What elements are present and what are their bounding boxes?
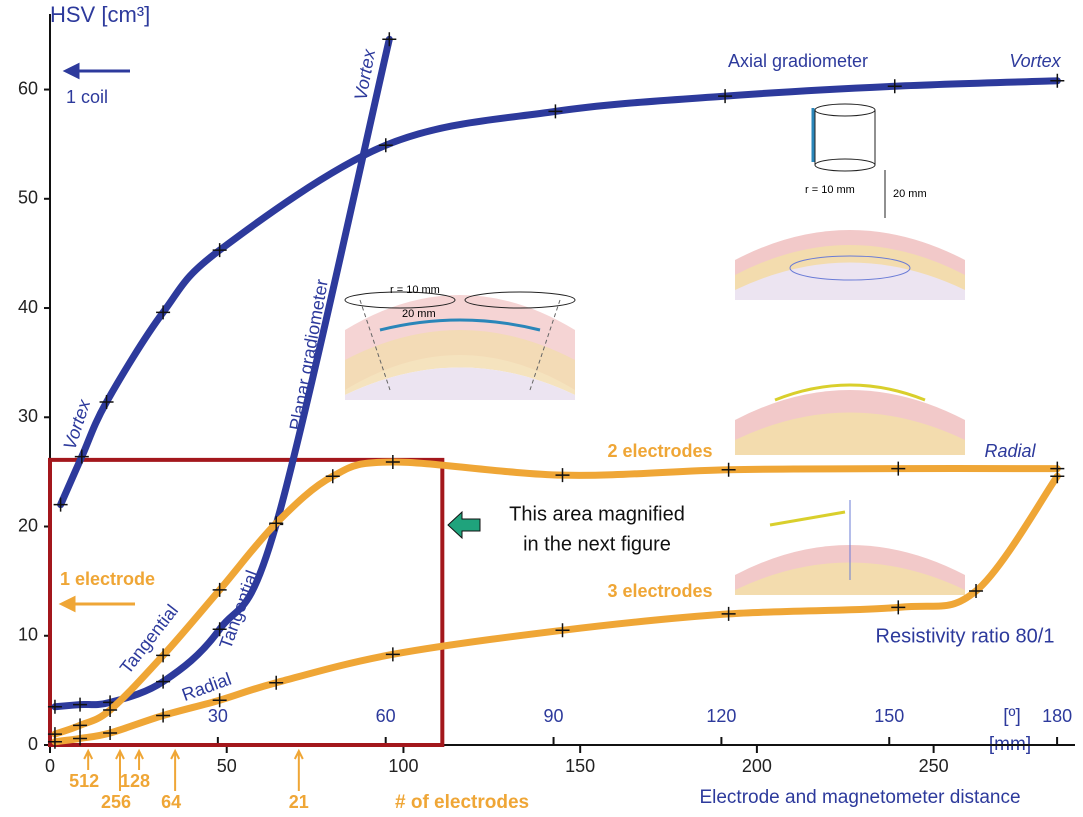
y-tick-label: 20 xyxy=(18,515,38,535)
coil-arrow xyxy=(66,65,130,77)
electrode-tick-label: 256 xyxy=(101,792,131,812)
electrode-tick xyxy=(171,751,179,791)
point-marker xyxy=(1050,74,1064,88)
electrode-count-label: # of electrodes xyxy=(395,792,529,813)
point-marker xyxy=(891,600,905,614)
point-marker xyxy=(556,623,570,637)
point-marker xyxy=(888,79,902,93)
electrode-tick xyxy=(295,751,303,791)
x-tick-label: 50 xyxy=(217,756,237,776)
point-marker xyxy=(891,462,905,476)
x-tick-label: 250 xyxy=(919,756,949,776)
y-tick-label: 50 xyxy=(18,188,38,208)
x2-tick-label: 90 xyxy=(544,706,564,726)
chart: HSV [cm³] Electrode and magnetometer dis… xyxy=(0,0,1083,817)
y-tick-label: 0 xyxy=(28,734,38,754)
electrode-tick xyxy=(84,751,92,770)
x-tick-label: 0 xyxy=(45,756,55,776)
point-marker xyxy=(386,455,400,469)
electrode-tick-label: 512 xyxy=(69,771,99,791)
point-marker xyxy=(722,607,736,621)
series-label: Planar gradiometer xyxy=(286,278,332,432)
y-tick-label: 40 xyxy=(18,297,38,317)
y-tick-label: 10 xyxy=(18,625,38,645)
annotation: 1 coil xyxy=(66,87,108,107)
y-tick-label: 30 xyxy=(18,406,38,426)
x2-tick-label: 30 xyxy=(208,706,228,726)
x-tick-label: 100 xyxy=(388,756,418,776)
inset-r-label: r = 10 mm xyxy=(805,184,855,196)
electrode-tick-label: 128 xyxy=(120,771,150,791)
point-marker xyxy=(386,647,400,661)
x2-tick-label: 120 xyxy=(706,706,736,726)
point-marker xyxy=(722,463,736,477)
x2-tick-label: 60 xyxy=(376,706,396,726)
x-axis-label: Electrode and magnetometer distance xyxy=(699,787,1020,808)
point-marker xyxy=(548,104,562,118)
annotation: Vortex xyxy=(1009,51,1061,71)
electrode-arrow xyxy=(62,598,135,610)
electrode-tick-label: 21 xyxy=(289,792,309,812)
annotation: Radial xyxy=(984,441,1036,461)
electrode-tick-label: 64 xyxy=(161,792,181,812)
point-marker xyxy=(382,32,396,46)
inset-distance-label: 20 mm xyxy=(402,308,436,320)
x-tick-label: 150 xyxy=(565,756,595,776)
annotation: in the next figure xyxy=(523,533,671,555)
series-line xyxy=(55,39,389,706)
x2-unit: [º] xyxy=(1003,706,1021,727)
annotation: This area magnified xyxy=(509,503,685,525)
y-axis-label: HSV [cm³] xyxy=(50,2,150,27)
inset-r-label: r = 10 mm xyxy=(390,284,440,296)
series-label: 3 electrodes xyxy=(607,581,712,601)
series-label: 2 electrodes xyxy=(607,441,712,461)
point-marker xyxy=(718,89,732,103)
inset-distance-label: 20 mm xyxy=(893,188,927,200)
y-tick-label: 60 xyxy=(18,78,38,98)
annotation: 1 electrode xyxy=(60,569,155,589)
series-label: Axial gradiometer xyxy=(728,51,868,71)
planar-inset xyxy=(345,292,575,400)
x2-tick-label: 150 xyxy=(874,706,904,726)
x2-tick-label: 180 xyxy=(1042,706,1072,726)
annotation: Resistivity ratio 80/1 xyxy=(876,625,1055,647)
electrode-insets xyxy=(735,385,965,595)
annotation: Tangential xyxy=(215,568,262,652)
x-tick-label: 200 xyxy=(742,756,772,776)
axial-inset xyxy=(735,104,965,300)
point-marker xyxy=(73,698,87,712)
point-marker xyxy=(556,468,570,482)
electrode-tick xyxy=(135,751,143,770)
magnify-arrow xyxy=(448,512,480,538)
